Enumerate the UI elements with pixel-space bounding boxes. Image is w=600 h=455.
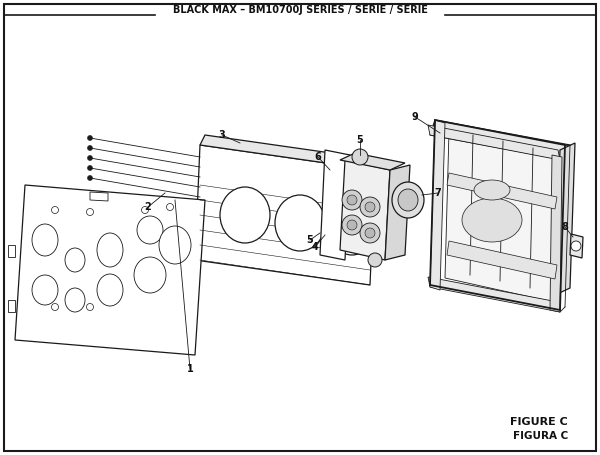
Polygon shape: [445, 131, 557, 302]
Ellipse shape: [32, 224, 58, 256]
Ellipse shape: [462, 198, 522, 242]
Text: FIGURA C: FIGURA C: [513, 431, 568, 441]
Ellipse shape: [220, 187, 270, 243]
Ellipse shape: [65, 248, 85, 272]
Polygon shape: [430, 120, 445, 290]
Polygon shape: [340, 160, 390, 260]
Ellipse shape: [159, 226, 191, 264]
Circle shape: [352, 149, 368, 165]
Ellipse shape: [65, 288, 85, 312]
Polygon shape: [447, 241, 557, 279]
Ellipse shape: [392, 182, 424, 218]
Polygon shape: [320, 150, 350, 260]
Circle shape: [52, 303, 59, 310]
Circle shape: [88, 146, 92, 151]
Circle shape: [86, 208, 94, 216]
Circle shape: [365, 228, 375, 238]
Circle shape: [342, 190, 362, 210]
Ellipse shape: [474, 180, 510, 200]
Text: 5: 5: [307, 235, 313, 245]
Polygon shape: [15, 185, 205, 355]
Text: 3: 3: [218, 130, 226, 140]
Ellipse shape: [137, 216, 163, 244]
Text: 7: 7: [434, 188, 442, 198]
Circle shape: [88, 166, 92, 171]
Circle shape: [167, 203, 173, 211]
Circle shape: [347, 220, 357, 230]
Circle shape: [52, 207, 59, 213]
Text: 8: 8: [562, 222, 568, 232]
Polygon shape: [570, 234, 583, 258]
Circle shape: [88, 136, 92, 141]
Text: 5: 5: [356, 135, 364, 145]
Polygon shape: [447, 173, 557, 209]
Circle shape: [142, 207, 149, 213]
Circle shape: [360, 197, 380, 217]
Polygon shape: [428, 277, 560, 312]
Circle shape: [360, 223, 380, 243]
Polygon shape: [430, 120, 570, 160]
Text: FIGURE C: FIGURE C: [510, 417, 568, 427]
Ellipse shape: [398, 189, 418, 211]
Polygon shape: [195, 145, 375, 285]
Text: 2: 2: [145, 202, 151, 212]
Polygon shape: [8, 245, 15, 257]
Polygon shape: [90, 192, 108, 201]
Circle shape: [88, 176, 92, 181]
Circle shape: [368, 253, 382, 267]
Ellipse shape: [134, 257, 166, 293]
Polygon shape: [555, 143, 575, 295]
Ellipse shape: [275, 195, 325, 251]
Circle shape: [86, 303, 94, 310]
Text: 6: 6: [314, 152, 322, 162]
Circle shape: [88, 156, 92, 161]
Circle shape: [342, 215, 362, 235]
Ellipse shape: [97, 233, 123, 267]
Polygon shape: [340, 153, 405, 170]
Text: 4: 4: [311, 242, 319, 252]
Polygon shape: [385, 165, 410, 260]
Circle shape: [347, 195, 357, 205]
Ellipse shape: [330, 205, 374, 255]
Text: BLACK MAX – BM10700J SERIES / SÉRIE / SERIE: BLACK MAX – BM10700J SERIES / SÉRIE / SE…: [173, 3, 427, 15]
Text: 9: 9: [412, 112, 418, 122]
Circle shape: [571, 241, 581, 251]
Circle shape: [365, 202, 375, 212]
Polygon shape: [200, 135, 380, 170]
Polygon shape: [428, 125, 560, 160]
Ellipse shape: [97, 274, 123, 306]
Polygon shape: [550, 155, 562, 312]
Text: 1: 1: [187, 364, 193, 374]
Ellipse shape: [32, 275, 58, 305]
Polygon shape: [8, 300, 15, 312]
